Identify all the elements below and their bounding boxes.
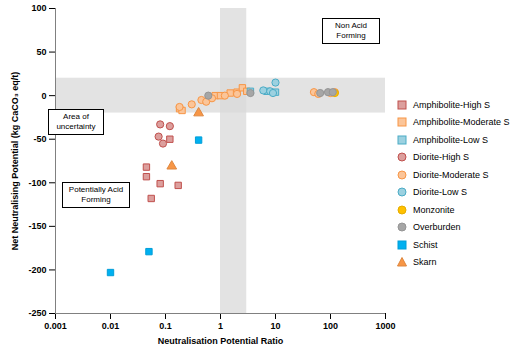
svg-text:1000: 1000 (375, 321, 395, 331)
svg-text:1: 1 (218, 321, 223, 331)
svg-text:0.1: 0.1 (159, 321, 172, 331)
svg-text:100: 100 (31, 3, 46, 13)
html-text:Area of uncertainty: Area of uncertainty (56, 112, 96, 131)
html-text:Amphibolite-Moderate S: Amphibolite-Moderate S (413, 117, 510, 128)
svg-text:0.001: 0.001 (44, 321, 67, 331)
html-text:Diorite-Moderate S: Diorite-Moderate S (413, 169, 489, 180)
html-text:Monzonite: Monzonite (413, 204, 455, 215)
svg-text:-250: -250 (28, 308, 46, 318)
svg-text:Net Neutralising Potential (kg: Net Neutralising Potential (kg CaCO₃ eq/… (10, 72, 20, 251)
html-text:Schist: Schist (413, 239, 438, 250)
svg-text:0: 0 (41, 91, 46, 101)
svg-text:-100: -100 (28, 178, 46, 188)
html-text:Amphibolite-High S: Amphibolite-High S (413, 99, 490, 110)
svg-text:-50: -50 (33, 134, 46, 144)
html-text:Skarn: Skarn (413, 257, 437, 268)
svg-text:10: 10 (270, 321, 280, 331)
html-text:Diorite-Low S: Diorite-Low S (413, 187, 467, 198)
html-text:Potentially Acid Forming: Potentially Acid Forming (68, 185, 124, 204)
html-text:Diorite-High S: Diorite-High S (413, 152, 469, 163)
html-text:Amphibolite-Low S: Amphibolite-Low S (413, 134, 488, 145)
svg-text:-150: -150 (28, 221, 46, 231)
svg-text:100: 100 (323, 321, 338, 331)
html-text:Non Acid Forming: Non Acid Forming (335, 21, 367, 40)
svg-text:-200: -200 (28, 265, 46, 275)
svg-text:50: 50 (36, 47, 46, 57)
svg-text:Neutralisation Potential Ratio: Neutralisation Potential Ratio (158, 336, 284, 346)
html-text:Overburden: Overburden (413, 222, 461, 233)
svg-text:0.01: 0.01 (102, 321, 120, 331)
